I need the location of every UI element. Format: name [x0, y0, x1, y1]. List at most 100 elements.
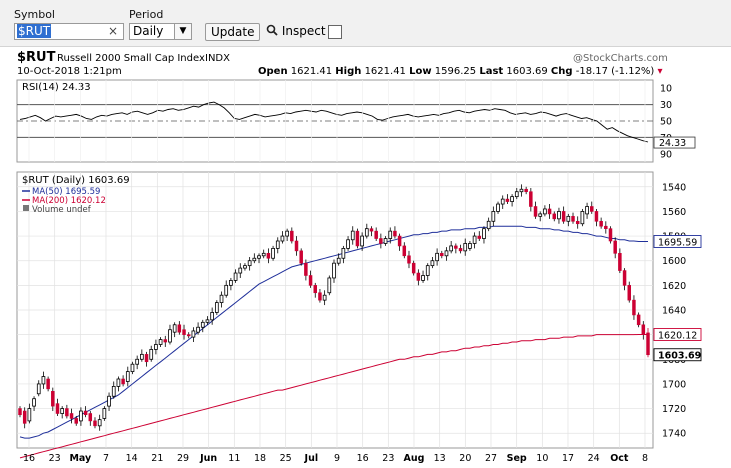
- x-tick-label: Jul: [304, 453, 319, 464]
- candle-up: [140, 353, 144, 360]
- candle-down: [313, 285, 317, 294]
- chg-label: Chg: [550, 66, 573, 77]
- rsi-legend: RSI(14) 24.33: [22, 82, 91, 93]
- candle-down: [618, 253, 622, 271]
- price-tick-label: 1740: [662, 429, 686, 440]
- x-tick-label: May: [69, 453, 92, 464]
- price-tick-label: 1720: [662, 404, 686, 415]
- price-panel: 1740172017001680166016401620160015801560…: [16, 171, 702, 459]
- price-tick-label: 1640: [662, 306, 686, 317]
- candle-up: [383, 238, 388, 244]
- candle-up: [41, 376, 46, 385]
- x-tick-label: 14: [126, 453, 138, 464]
- rsi-tick-label: 30: [660, 100, 672, 111]
- price-tick-label: 1540: [662, 182, 686, 193]
- candle-down: [318, 292, 322, 301]
- chevron-down-icon[interactable]: ▼: [174, 24, 191, 39]
- candle-down: [121, 378, 125, 385]
- symbol-input-value[interactable]: $RUT: [17, 24, 52, 38]
- candle-down: [571, 216, 575, 222]
- candle-down: [547, 208, 552, 215]
- candle-down: [369, 228, 374, 232]
- candle-up: [486, 220, 491, 230]
- x-tick-label: 11: [228, 453, 240, 464]
- rsi-line: [19, 101, 649, 143]
- candle-down: [294, 240, 299, 252]
- period-select-value[interactable]: Daily: [133, 24, 164, 38]
- candle-up: [463, 243, 468, 252]
- rsi-tick-label: 90: [660, 149, 672, 160]
- candle-down: [144, 354, 149, 363]
- period-label: Period: [129, 8, 164, 21]
- candle-up: [261, 252, 266, 257]
- candle-down: [590, 206, 594, 212]
- x-tick-label: 29: [177, 453, 189, 464]
- candle-down: [622, 270, 627, 286]
- candle-down: [22, 410, 27, 424]
- x-tick-label: 9: [334, 453, 340, 464]
- open-value: 1621.41: [290, 66, 333, 77]
- candle-down: [454, 245, 458, 249]
- high-label: High: [335, 66, 362, 77]
- rsi-tick-label: 10: [660, 84, 672, 95]
- candle-down: [561, 211, 566, 222]
- candle-down: [632, 299, 636, 316]
- candle-down: [529, 191, 533, 207]
- candle-up: [36, 383, 41, 395]
- update-button[interactable]: Update: [205, 23, 261, 41]
- magnifier-icon[interactable]: [266, 24, 278, 36]
- candle-up: [107, 395, 111, 407]
- candle-up: [322, 294, 327, 301]
- legend-ma50: MA(50) 1695.59: [32, 187, 100, 197]
- candle-down: [74, 418, 78, 424]
- candle-up: [154, 344, 158, 350]
- inspect-label[interactable]: Inspect: [281, 24, 326, 38]
- ohlc-readout: Open 1621.41 High 1621.41 Low 1596.25 La…: [258, 66, 663, 77]
- candle-up: [130, 363, 135, 373]
- candle-up: [280, 235, 285, 242]
- candle-down: [186, 334, 191, 337]
- chg-value: -18.17 (-1.12%): [575, 66, 655, 77]
- candle-down: [458, 248, 463, 252]
- candle-down: [636, 314, 641, 326]
- candle-up: [360, 235, 364, 247]
- high-value: 1621.41: [364, 66, 406, 77]
- clear-icon[interactable]: ×: [107, 24, 118, 38]
- inspect-toggle[interactable]: Inspect: [266, 24, 326, 38]
- candle-up: [224, 284, 229, 296]
- x-tick-label: 27: [485, 453, 497, 464]
- candle-down: [83, 410, 88, 416]
- candle-down: [411, 262, 416, 274]
- inspect-checkbox[interactable]: [328, 25, 342, 39]
- candle-up: [557, 211, 561, 220]
- x-tick-label: 21: [151, 453, 163, 464]
- legend-price: $RUT (Daily) 1603.69: [22, 175, 130, 186]
- x-tick-label: 16: [357, 453, 369, 464]
- symbol-input[interactable]: $RUT ×: [14, 23, 124, 40]
- x-axis: 16 23 May 7 14 21 29 Jun 11 18 25 Jul 9 16 23 Aug 13 20 27…: [23, 453, 648, 464]
- x-tick-label: 24: [588, 453, 600, 464]
- x-tick-label: Jun: [199, 453, 217, 464]
- candle-up: [341, 247, 346, 259]
- stockcharts-watermark: @StockCharts.com: [573, 53, 668, 64]
- candle-up: [191, 330, 196, 338]
- period-select[interactable]: Daily ▼: [129, 23, 192, 40]
- candle-up: [421, 275, 425, 281]
- price-tick-label: 1700: [662, 379, 686, 390]
- candle-down: [163, 339, 168, 343]
- candle-up: [158, 339, 163, 345]
- candle-down: [575, 220, 580, 225]
- candle-down: [505, 198, 510, 202]
- candle-up: [580, 211, 585, 225]
- candle-up: [496, 203, 500, 212]
- candle-last: [646, 332, 650, 356]
- candle-up: [97, 419, 102, 427]
- candle-up: [566, 215, 571, 222]
- x-tick-label: 23: [382, 453, 394, 464]
- candle-up: [585, 206, 589, 215]
- candle-up: [200, 321, 205, 328]
- candle-up: [214, 302, 219, 313]
- candle-down: [93, 420, 97, 427]
- ma50-value-label-box: [653, 235, 702, 248]
- ma50-line: [19, 225, 648, 439]
